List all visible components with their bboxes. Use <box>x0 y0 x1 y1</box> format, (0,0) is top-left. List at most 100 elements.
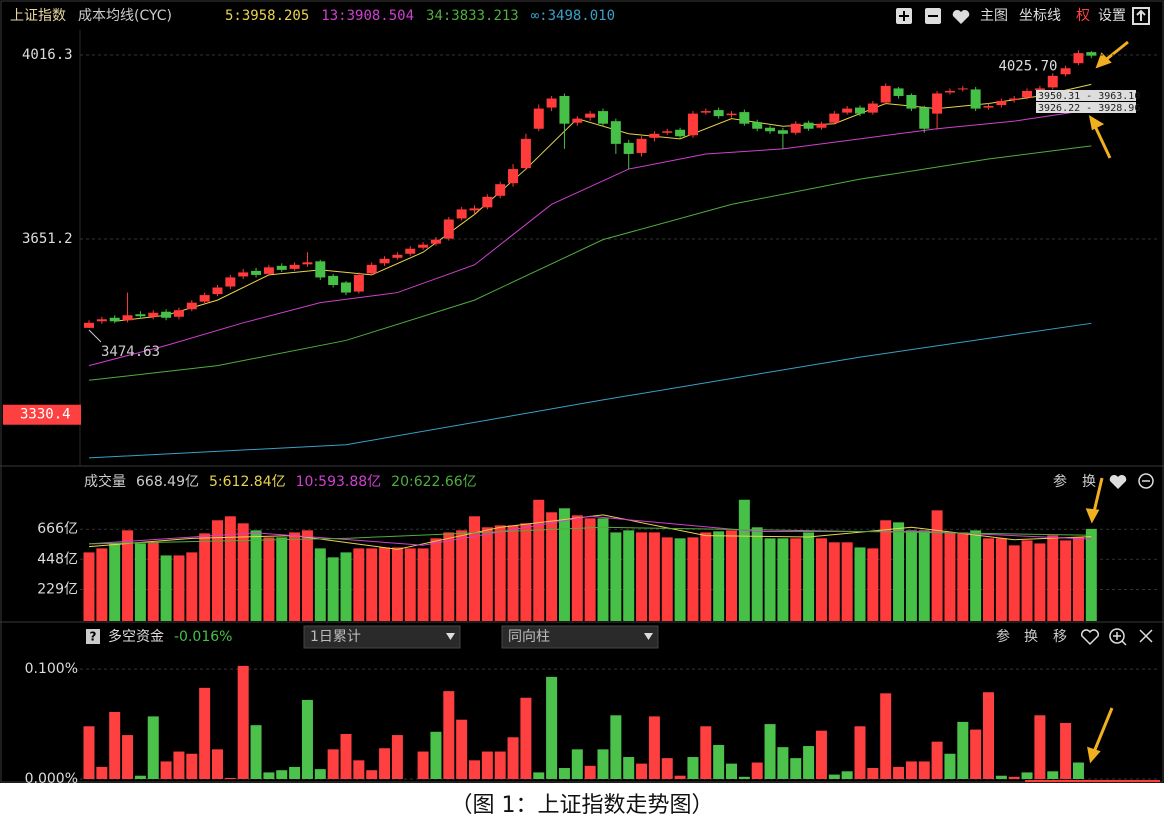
panel-button[interactable]: 参 <box>996 628 1010 645</box>
candle-body <box>508 169 519 184</box>
candle-body <box>816 123 827 128</box>
dropdown[interactable] <box>501 625 659 649</box>
panel-button[interactable]: 移 <box>1053 629 1067 645</box>
bar <box>584 518 596 621</box>
export-button[interactable] <box>1132 7 1150 25</box>
toolbar-button[interactable]: 权 <box>1076 8 1090 24</box>
bar <box>777 747 789 779</box>
bar <box>109 712 121 779</box>
bar <box>944 753 956 779</box>
bar <box>263 772 275 779</box>
panel-button[interactable]: 换 <box>1082 473 1096 490</box>
frame <box>0 0 1164 783</box>
candle-body <box>392 254 403 258</box>
current-price-label: 3330.4 <box>20 407 71 423</box>
candle-body <box>559 95 570 124</box>
favorite-button[interactable] <box>1080 629 1100 646</box>
panel-title: 成交量 <box>84 473 126 490</box>
candle-body <box>533 108 544 129</box>
favorite-button[interactable] <box>1109 474 1127 489</box>
panel-button[interactable]: 换 <box>1024 628 1038 645</box>
candle-body <box>495 184 506 196</box>
bar <box>83 552 95 621</box>
candle-body <box>944 90 955 93</box>
bar <box>957 721 969 779</box>
candle-body <box>482 196 493 208</box>
bar <box>828 542 840 621</box>
bar <box>1021 772 1033 779</box>
bar <box>661 537 673 621</box>
zoom-button[interactable] <box>1109 628 1125 644</box>
bar <box>803 532 815 621</box>
toolbar-button[interactable]: 设置 <box>1098 8 1126 24</box>
close-button[interactable] <box>1139 629 1153 643</box>
bar <box>481 527 493 621</box>
annotation-arrows <box>1085 40 1129 764</box>
bar <box>430 731 442 779</box>
minimize-button[interactable] <box>1138 473 1154 489</box>
bar <box>828 774 840 779</box>
candle-body <box>520 138 531 169</box>
bar <box>186 753 198 779</box>
candle-body <box>186 302 197 310</box>
candle-body <box>572 118 583 123</box>
arrow <box>1092 123 1112 159</box>
bar <box>122 735 134 779</box>
candle-body <box>405 248 416 254</box>
bar <box>880 520 892 621</box>
y-tick-label: 448亿 <box>37 551 78 567</box>
bar <box>1060 722 1072 779</box>
dropdown[interactable] <box>303 625 461 649</box>
bar <box>571 749 583 779</box>
bar <box>764 724 776 779</box>
bar <box>404 548 416 621</box>
y-tick-label: 4016.3 <box>22 47 73 63</box>
bar <box>160 761 172 779</box>
bar <box>738 776 750 779</box>
bar <box>597 518 609 621</box>
bar <box>931 510 943 621</box>
bar <box>1008 545 1020 621</box>
legend-entry: 20:622.66亿 <box>391 474 477 490</box>
current-price-box <box>3 404 81 425</box>
toolbar-button[interactable]: 主图 <box>980 8 1008 24</box>
bar <box>186 552 198 621</box>
candle-body <box>122 315 133 321</box>
bar <box>893 766 905 779</box>
arrow-head <box>1087 746 1101 764</box>
bar <box>212 749 223 779</box>
candle-body <box>790 123 801 133</box>
candle-body <box>366 264 377 274</box>
legend-entry: 5:612.84亿 <box>209 474 286 490</box>
current-value: -0.016% <box>174 629 232 645</box>
candle-body <box>1060 68 1071 75</box>
icon <box>1136 9 1146 21</box>
bar <box>751 527 763 621</box>
bar <box>237 665 249 779</box>
bar <box>469 516 480 621</box>
toolbar-button[interactable]: 坐标线 <box>1019 8 1061 24</box>
bar <box>713 531 725 621</box>
legend-entry: 10:593.88亿 <box>296 474 382 490</box>
bar <box>147 716 159 779</box>
bar <box>751 762 763 779</box>
bar <box>533 772 545 779</box>
ma-line <box>88 526 1092 545</box>
candle-body <box>906 94 917 109</box>
bar <box>469 760 480 779</box>
candle-body <box>855 107 865 114</box>
help-icon-glyph: ? <box>90 630 97 644</box>
help-icon[interactable] <box>86 629 100 644</box>
bar <box>379 748 391 779</box>
favorite-button[interactable] <box>952 9 970 24</box>
bar <box>841 771 853 779</box>
panel-button[interactable]: 参 <box>1053 473 1067 490</box>
candle-body <box>148 312 159 317</box>
candle-body <box>212 287 223 295</box>
candle-body <box>289 264 300 269</box>
bar <box>417 548 429 621</box>
bar <box>1047 535 1059 621</box>
caption-background <box>0 783 1164 829</box>
bar <box>815 730 827 779</box>
